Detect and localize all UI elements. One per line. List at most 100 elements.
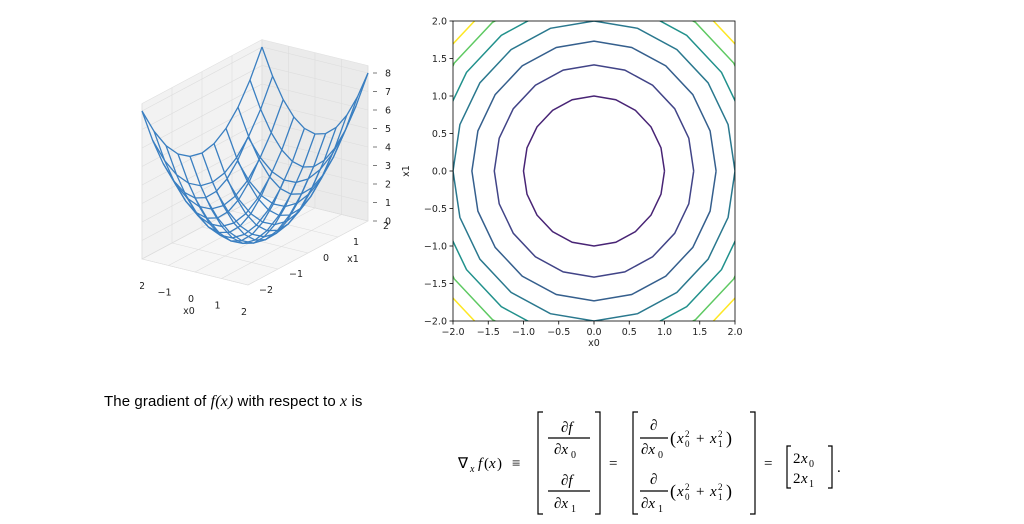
y-tick-label: −1.5 [424, 279, 447, 290]
y-tick-label: 0.5 [432, 129, 447, 140]
x-tick-label: −1 [157, 288, 171, 299]
result-bottom: 2 x 1 [793, 471, 814, 490]
contour-level-4 [453, 21, 735, 321]
contour-level-6 [453, 21, 735, 321]
x-tick-label: 0 [188, 294, 194, 305]
svg-text:0: 0 [571, 450, 576, 461]
z-tick-label: 6 [385, 106, 391, 117]
x-tick-label: −0.5 [547, 327, 570, 338]
result-vector [786, 445, 833, 489]
svg-text:≡: ≡ [512, 456, 520, 472]
svg-text:(: ( [670, 428, 676, 449]
intro-func: f(x) [210, 393, 234, 410]
z-tick-label: 2 [385, 180, 391, 191]
z-tick-label: 4 [385, 143, 391, 154]
wireframe-surface [141, 46, 369, 245]
svg-text:x: x [676, 484, 684, 500]
svg-text:2: 2 [685, 482, 690, 492]
z-tick-label: 8 [385, 69, 391, 80]
svg-text:2: 2 [793, 471, 801, 487]
svg-text:1: 1 [718, 439, 723, 449]
x-tick-label: −2.0 [441, 327, 464, 338]
y-axis-label: x1 [401, 165, 412, 177]
svg-text:∂: ∂ [650, 472, 657, 488]
svg-text:x: x [709, 431, 717, 447]
intro-var: x [340, 393, 348, 410]
z-tick-label: 0 [385, 217, 391, 228]
intro-after: is [347, 393, 363, 410]
x-tick-label: −1.0 [512, 327, 535, 338]
svg-text:1: 1 [718, 492, 723, 502]
svg-text:∂f: ∂f [561, 473, 574, 489]
svg-text:2: 2 [793, 451, 801, 467]
z-tick-label: 3 [385, 161, 391, 172]
svg-text:∂x: ∂x [641, 496, 655, 512]
gradient-equation: ∇ x f ( x ) ≡ ∂f ∂x 0 ∂f ∂x 1 = ∂ ∂x 0 (… [458, 411, 841, 515]
svg-text:(: ( [670, 481, 676, 502]
x-tick-label: −1.5 [477, 327, 500, 338]
svg-text:∂x: ∂x [554, 496, 568, 512]
intro-mid: with respect to [233, 393, 341, 410]
x-tick-label: 2 [241, 307, 247, 318]
z-tick-label: 5 [385, 124, 391, 135]
svg-text:x: x [676, 431, 684, 447]
y-tick-label: −2.0 [424, 316, 447, 327]
y-tick-label: −1.0 [424, 241, 447, 252]
x-tick-label: −2 [140, 281, 145, 292]
x-tick-label: 0.5 [622, 327, 637, 338]
z-tick-label: 1 [385, 198, 391, 209]
expanded-bottom: ∂ ∂x 1 ( x 2 0 + x 2 1 ) [641, 472, 732, 515]
equals-sign-1: = [609, 456, 617, 472]
svg-text:(: ( [484, 456, 489, 472]
x-axis-label: x0 [183, 306, 195, 317]
x-tick-label: 1 [214, 301, 220, 312]
svg-text:): ) [497, 456, 502, 472]
contour-level-5 [453, 21, 735, 321]
svg-text:x: x [800, 451, 808, 467]
svg-text:1: 1 [809, 479, 814, 490]
y-tick-label: 0.0 [432, 166, 447, 177]
result-top: 2 x 0 [793, 451, 814, 470]
x-tick-label: 0.0 [586, 327, 601, 338]
svg-text:∂: ∂ [650, 418, 657, 434]
svg-text:): ) [726, 428, 732, 449]
x-tick-label: 1.0 [657, 327, 672, 338]
contour-lines [453, 21, 735, 321]
gradient-intro-text: The gradient of f(x) with respect to x i… [104, 393, 363, 411]
partial-derivative-vector [537, 411, 601, 515]
svg-text:): ) [726, 481, 732, 502]
svg-text:x: x [469, 464, 475, 475]
svg-text:0: 0 [685, 439, 690, 449]
svg-text:2: 2 [685, 429, 690, 439]
svg-text:0: 0 [809, 459, 814, 470]
svg-text:∂f: ∂f [561, 420, 574, 436]
svg-text:∂x: ∂x [641, 442, 655, 458]
contour-plot: −2.0 −1.5 −1.0 −0.5 0.0 0.5 1.0 1.5 2.0 −2.0 −1.5 −… [401, 16, 743, 349]
svg-text:x: x [488, 456, 496, 472]
x-tick-label: 1.5 [692, 327, 707, 338]
svg-text:0: 0 [658, 450, 663, 461]
expanded-vector [632, 411, 756, 515]
y-tick-label: 0 [323, 253, 329, 264]
svg-text:∇: ∇ [458, 456, 469, 472]
period: . [837, 460, 841, 476]
svg-text:0: 0 [685, 492, 690, 502]
svg-text:+: + [696, 431, 704, 447]
svg-text:2: 2 [718, 429, 723, 439]
y-tick-label: −1 [289, 269, 303, 280]
partial-f-dx1: ∂f ∂x 1 [554, 473, 576, 515]
y-tick-label: 2.0 [432, 16, 447, 27]
z-tick-label: 7 [385, 87, 391, 98]
equals-sign-2: = [764, 456, 772, 472]
svg-text:1: 1 [658, 504, 663, 515]
contour-level-3 [471, 40, 717, 302]
svg-text:x: x [800, 471, 808, 487]
y-tick-label: 1.5 [432, 54, 447, 65]
svg-text:f: f [478, 456, 484, 472]
equation-lhs: ∇ x f ( x ) ≡ [458, 456, 520, 475]
svg-text:+: + [696, 484, 704, 500]
y-tick-label: 1 [353, 237, 359, 248]
surface-3d-plot: 0 1 2 3 4 5 6 7 8 −2 −1 0 1 2 x0 −2 −1 0 1 2 x1 [140, 39, 391, 318]
y-tick-label: 1.0 [432, 91, 447, 102]
x-tick-label: 2.0 [727, 327, 742, 338]
